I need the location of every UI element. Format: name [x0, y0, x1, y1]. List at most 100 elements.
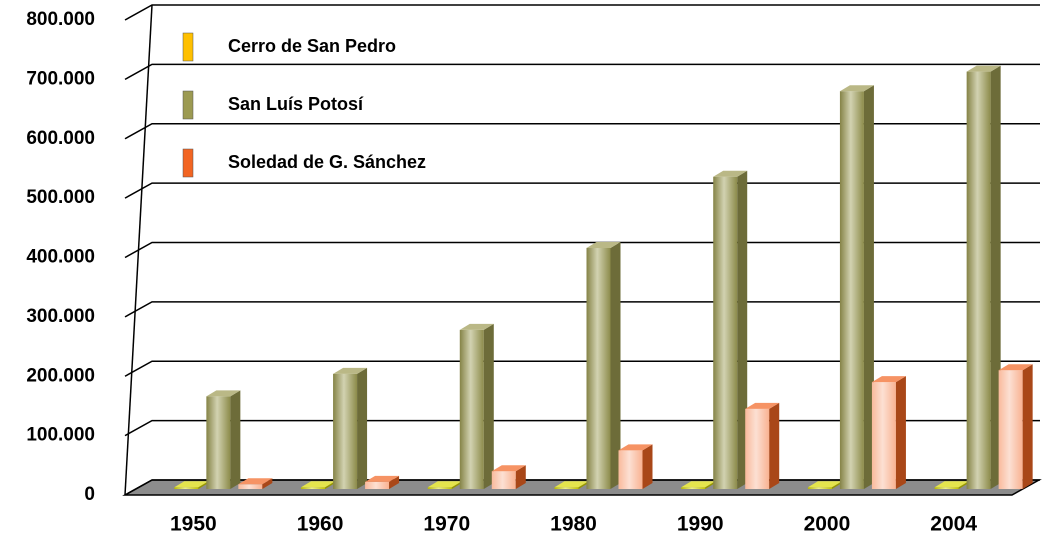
bar-top — [839, 85, 874, 92]
y-tick-label: 600.000 — [26, 128, 95, 149]
bar-side — [325, 481, 336, 489]
bar-side — [642, 444, 653, 489]
bar-top — [206, 390, 241, 397]
bar-side — [578, 481, 589, 489]
bar — [365, 475, 400, 489]
bar — [491, 465, 526, 489]
bar-side — [863, 85, 874, 489]
bar-top — [618, 444, 653, 451]
x-tick-label: 1970 — [423, 513, 470, 536]
legend-swatch — [182, 90, 194, 120]
y-tick-label: 800.000 — [26, 9, 95, 30]
bar-front — [807, 487, 832, 489]
bar — [618, 444, 653, 489]
y-tick-label: 0 — [84, 484, 95, 505]
y-tick-label: 400.000 — [26, 247, 95, 268]
bar-front — [491, 471, 516, 489]
bar-front — [554, 487, 579, 489]
bar-side — [515, 465, 526, 489]
bar-front — [681, 487, 706, 489]
bar — [174, 481, 209, 489]
bar-top — [491, 465, 526, 472]
grid-line — [124, 241, 1040, 259]
bar-front — [713, 176, 738, 489]
legend-swatch — [182, 32, 194, 62]
bar-side — [1022, 364, 1033, 489]
bar-front — [459, 329, 484, 489]
y-tick-label: 100.000 — [26, 425, 95, 446]
bar-top — [807, 481, 842, 488]
bar-side — [262, 478, 273, 489]
bar-front — [238, 484, 263, 489]
y-tick-label: 500.000 — [26, 187, 95, 208]
bar-top — [333, 367, 368, 374]
y-tick-label: 200.000 — [26, 365, 95, 386]
bar-front — [301, 487, 326, 489]
y-tick-label: 300.000 — [26, 306, 95, 327]
bar-top — [713, 170, 748, 177]
bar-top — [966, 65, 1001, 72]
bar-top — [365, 475, 400, 482]
bar-top — [745, 402, 780, 409]
bar — [681, 481, 716, 489]
bar-top — [998, 364, 1033, 371]
grid-line — [124, 123, 1040, 140]
grid-line — [124, 301, 1040, 318]
bar — [745, 402, 780, 489]
legend-label: Soledad de G. Sánchez — [228, 152, 426, 172]
y-axis — [124, 4, 153, 496]
y-tick-label: 700.000 — [26, 68, 95, 89]
grid-line — [124, 4, 1040, 21]
bar — [713, 170, 748, 489]
bar — [586, 241, 621, 489]
x-tick-label: 1950 — [170, 513, 217, 536]
bar — [238, 478, 273, 489]
bar-side — [705, 481, 716, 489]
bar — [333, 367, 368, 489]
bar-front — [871, 382, 896, 489]
bar-side — [483, 323, 494, 489]
legend-label: Cerro de San Pedro — [228, 36, 396, 56]
bar — [839, 85, 874, 489]
bar-front — [934, 487, 959, 489]
bar-side — [769, 402, 780, 489]
bar — [459, 323, 494, 489]
bar-top — [301, 481, 336, 488]
bar-top — [427, 481, 462, 488]
bar — [301, 481, 336, 489]
bar-front — [745, 408, 770, 489]
bar-top — [459, 323, 494, 330]
bar — [871, 376, 906, 489]
bar-front — [206, 396, 231, 489]
bar — [206, 390, 241, 489]
bar-top — [238, 478, 273, 485]
bar-top — [586, 241, 621, 248]
bar-front — [365, 481, 390, 489]
bar-front — [618, 450, 643, 489]
bar-side — [895, 376, 906, 489]
bar-side — [357, 367, 368, 489]
x-tick-label: 1980 — [550, 513, 597, 536]
grid-line — [124, 63, 1040, 81]
bar-side — [198, 481, 209, 489]
bar-front — [174, 487, 199, 489]
bar-side — [737, 170, 748, 489]
x-tick-label: 2004 — [930, 513, 977, 536]
bar-side — [389, 475, 400, 489]
legend-swatch — [182, 148, 194, 178]
bar-top — [934, 481, 969, 488]
bar-front — [333, 373, 358, 489]
bar — [998, 364, 1033, 489]
bar-top — [174, 481, 209, 488]
legend-label: San Luís Potosí — [228, 94, 364, 114]
bar — [807, 481, 842, 489]
bar-front — [427, 487, 452, 489]
bar-front — [586, 247, 611, 489]
bar-top — [554, 481, 589, 488]
bar-top — [871, 376, 906, 383]
bar-front — [966, 71, 991, 489]
bar-side — [958, 481, 969, 489]
grid-line — [124, 360, 1040, 377]
bar-side — [451, 481, 462, 489]
